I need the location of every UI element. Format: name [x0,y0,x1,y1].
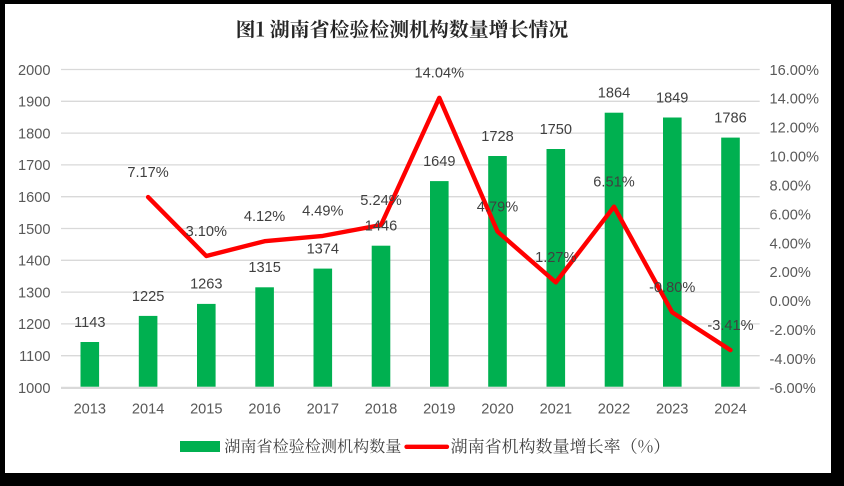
svg-text:12.00%: 12.00% [770,121,820,137]
svg-text:1750: 1750 [540,122,572,138]
svg-text:2000: 2000 [18,63,50,79]
svg-text:-4.00%: -4.00% [770,352,816,368]
svg-text:1263: 1263 [190,277,222,293]
svg-text:-3.41%: -3.41% [707,318,753,334]
svg-text:1700: 1700 [18,158,50,174]
svg-text:1864: 1864 [598,86,630,102]
svg-text:1649: 1649 [423,154,455,170]
svg-text:4.49%: 4.49% [302,204,343,220]
svg-text:10.00%: 10.00% [770,150,820,166]
svg-text:4.79%: 4.79% [477,199,518,215]
svg-text:-0.80%: -0.80% [649,280,695,296]
svg-text:2021: 2021 [540,401,572,417]
svg-text:1800: 1800 [18,126,50,142]
svg-text:-6.00%: -6.00% [770,381,816,397]
svg-text:4.12%: 4.12% [244,209,285,225]
svg-text:14.00%: 14.00% [770,92,820,108]
svg-text:1500: 1500 [18,222,50,238]
svg-text:1400: 1400 [18,254,50,270]
svg-text:6.51%: 6.51% [593,175,634,191]
svg-text:1728: 1728 [481,129,513,145]
svg-text:4.00%: 4.00% [770,236,811,252]
svg-text:3.10%: 3.10% [186,224,227,240]
svg-text:1900: 1900 [18,95,50,111]
svg-text:2024: 2024 [714,401,746,417]
svg-text:1.27%: 1.27% [535,250,576,266]
svg-text:2018: 2018 [365,401,397,417]
svg-text:2014: 2014 [132,401,164,417]
svg-text:2023: 2023 [656,401,688,417]
svg-text:1143: 1143 [74,315,105,331]
svg-text:7.17%: 7.17% [127,165,168,181]
svg-text:2022: 2022 [598,401,630,417]
svg-text:1786: 1786 [714,110,746,126]
svg-text:1600: 1600 [18,190,50,206]
svg-text:1000: 1000 [18,381,50,397]
svg-text:2020: 2020 [481,401,513,417]
svg-text:2015: 2015 [190,401,222,417]
svg-text:5.24%: 5.24% [360,193,401,209]
svg-text:1849: 1849 [656,90,688,106]
svg-text:2019: 2019 [423,401,455,417]
svg-text:1315: 1315 [248,260,280,276]
svg-text:1300: 1300 [18,285,50,301]
svg-text:8.00%: 8.00% [770,178,811,194]
svg-text:1446: 1446 [365,219,397,235]
svg-text:14.04%: 14.04% [415,66,465,82]
svg-text:1374: 1374 [307,241,339,257]
svg-text:2016: 2016 [248,401,280,417]
svg-text:16.00%: 16.00% [770,63,820,79]
svg-text:-2.00%: -2.00% [770,323,816,339]
svg-text:1225: 1225 [132,289,164,305]
svg-text:1100: 1100 [19,349,50,365]
svg-text:2.00%: 2.00% [770,265,811,281]
svg-text:0.00%: 0.00% [770,294,811,310]
svg-text:6.00%: 6.00% [770,207,811,223]
svg-text:1200: 1200 [18,317,50,333]
svg-text:2013: 2013 [74,401,106,417]
svg-text:2017: 2017 [307,401,339,417]
